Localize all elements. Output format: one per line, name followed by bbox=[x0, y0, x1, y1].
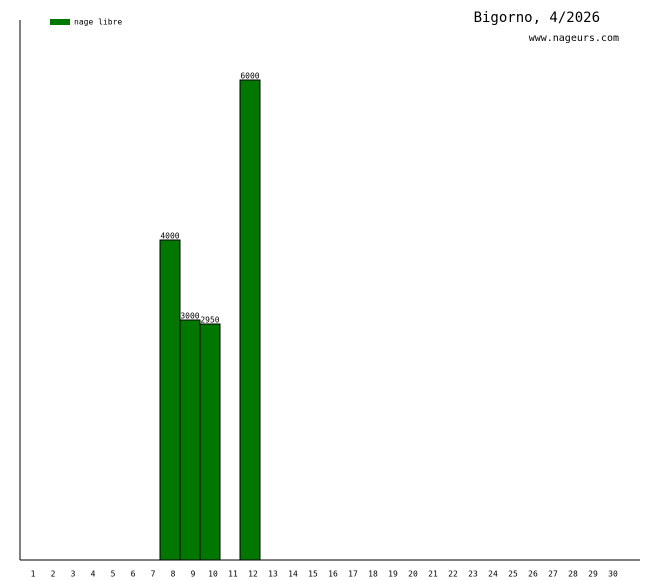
x-tick-label: 1 bbox=[31, 570, 36, 579]
x-tick-label: 12 bbox=[248, 570, 258, 579]
bar bbox=[179, 319, 201, 561]
chart-subtitle: www.nageurs.com bbox=[529, 33, 619, 44]
value-label: 6000 bbox=[240, 72, 259, 81]
x-tick-label: 10 bbox=[208, 570, 218, 579]
x-tick-label: 26 bbox=[528, 570, 538, 579]
value-label: 4000 bbox=[160, 232, 179, 241]
x-tick-label: 8 bbox=[171, 570, 176, 579]
value-label: 2950 bbox=[200, 316, 219, 325]
bar bbox=[199, 323, 221, 561]
x-tick-label: 3 bbox=[71, 570, 76, 579]
x-tick-label: 24 bbox=[488, 570, 498, 579]
x-tick-label: 17 bbox=[348, 570, 358, 579]
value-label: 3000 bbox=[180, 312, 199, 321]
x-tick-label: 6 bbox=[131, 570, 136, 579]
bar bbox=[239, 79, 261, 561]
x-tick-label: 30 bbox=[608, 570, 618, 579]
x-tick-label: 4 bbox=[91, 570, 96, 579]
legend-label: nage libre bbox=[74, 18, 122, 27]
x-tick-label: 5 bbox=[111, 570, 116, 579]
x-tick-label: 7 bbox=[151, 570, 156, 579]
x-tick-label: 16 bbox=[328, 570, 338, 579]
x-tick-label: 2 bbox=[51, 570, 56, 579]
x-tick-label: 22 bbox=[448, 570, 458, 579]
bar bbox=[159, 239, 181, 561]
x-tick-label: 15 bbox=[308, 570, 318, 579]
x-tick-label: 19 bbox=[388, 570, 398, 579]
x-tick-label: 28 bbox=[568, 570, 578, 579]
x-tick-label: 23 bbox=[468, 570, 478, 579]
x-tick-label: 18 bbox=[368, 570, 378, 579]
x-tick-label: 9 bbox=[191, 570, 196, 579]
x-tick-label: 21 bbox=[428, 570, 438, 579]
x-tick-label: 29 bbox=[588, 570, 598, 579]
x-tick-label: 20 bbox=[408, 570, 418, 579]
x-tick-label: 13 bbox=[268, 570, 278, 579]
x-tick-label: 27 bbox=[548, 570, 558, 579]
legend-swatch bbox=[50, 19, 70, 25]
x-tick-label: 11 bbox=[228, 570, 238, 579]
chart-title: Bigorno, 4/2026 bbox=[474, 10, 600, 26]
x-tick-label: 14 bbox=[288, 570, 298, 579]
x-tick-label: 25 bbox=[508, 570, 518, 579]
